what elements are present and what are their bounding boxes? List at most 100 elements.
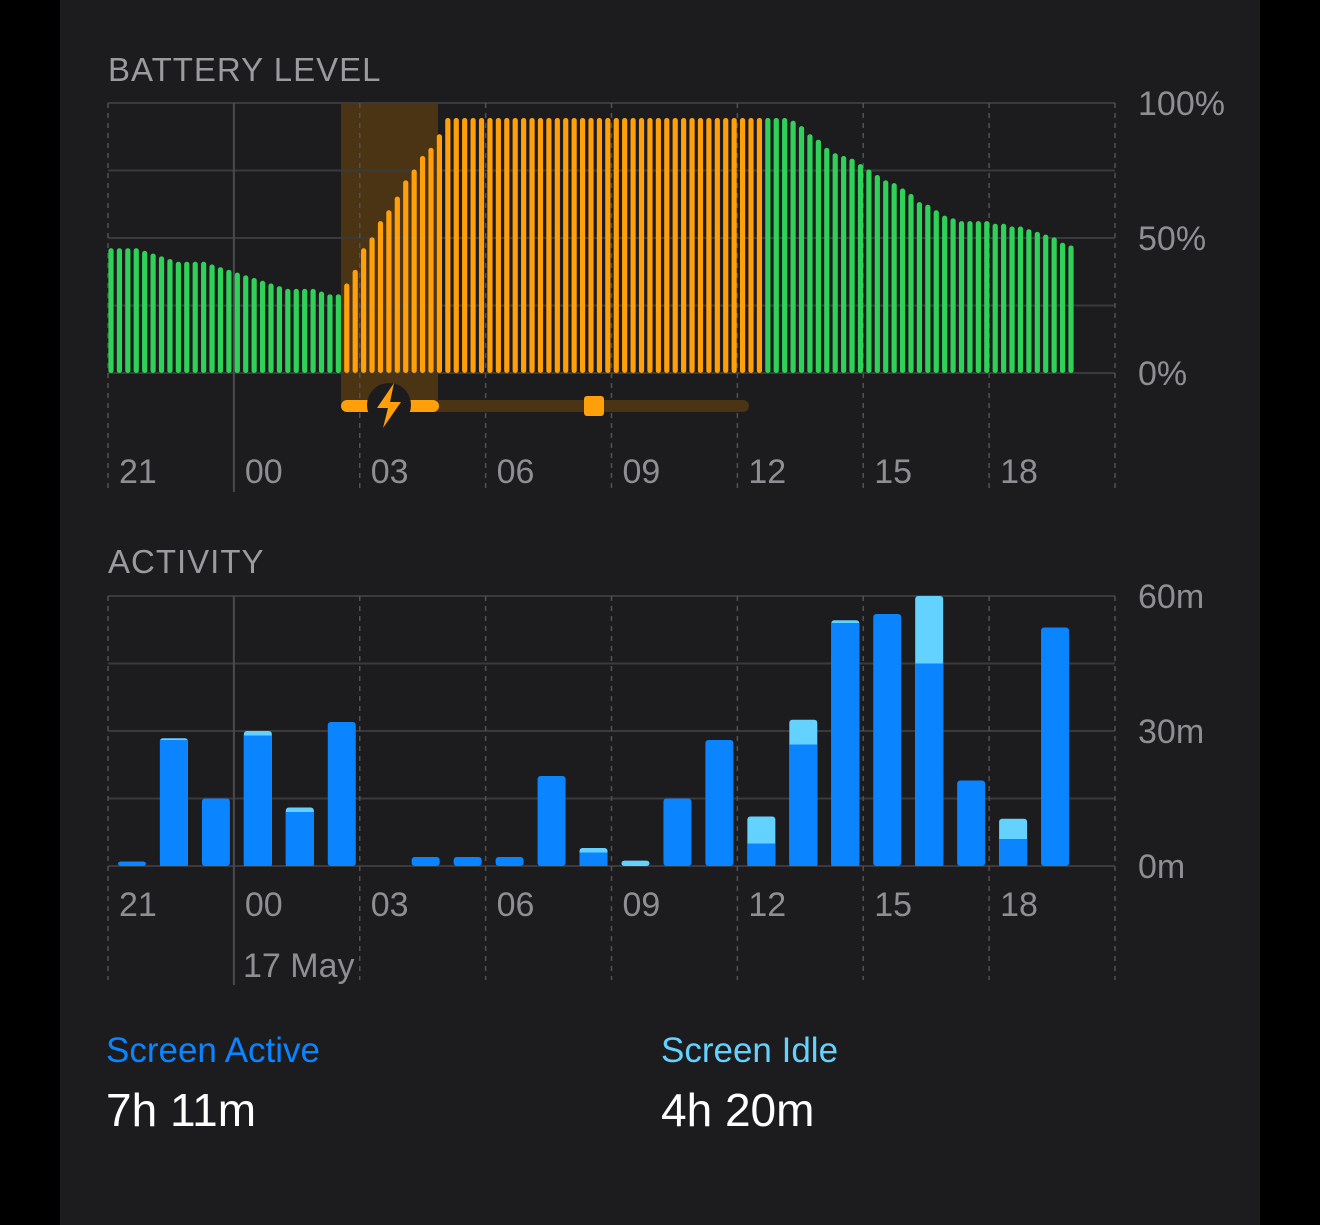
activity-bar xyxy=(411,857,440,866)
battery-bar xyxy=(175,261,181,373)
battery-bar xyxy=(681,118,687,373)
battery-level-title: BATTERY LEVEL xyxy=(108,51,382,88)
battery-bar xyxy=(512,118,518,373)
activity-bar xyxy=(1041,627,1070,866)
battery-bar xyxy=(377,221,384,373)
battery-bar xyxy=(259,280,266,373)
battery-bar xyxy=(1017,226,1024,373)
date-label: 17 May xyxy=(243,947,355,985)
battery-bar xyxy=(268,283,274,373)
active-segment xyxy=(117,861,146,866)
battery-bar xyxy=(1001,223,1007,373)
battery-bar xyxy=(470,118,476,373)
battery-bar xyxy=(1068,245,1074,373)
battery-level-chart[interactable]: 100% 50% 0% 21 00 03 06 09 12 15 18 xyxy=(0,0,1320,500)
battery-bar xyxy=(133,248,139,373)
battery-bar xyxy=(243,275,249,373)
battery-bar xyxy=(546,118,552,373)
active-segment xyxy=(201,798,230,866)
battery-bar xyxy=(344,283,350,373)
active-segment xyxy=(915,663,944,866)
battery-bar xyxy=(352,269,358,373)
battery-bar xyxy=(1059,242,1066,373)
x-tick-label: 12 xyxy=(748,453,786,491)
battery-bar xyxy=(925,204,931,373)
activity-bar xyxy=(747,816,776,866)
y-tick-label: 0m xyxy=(1138,848,1185,886)
battery-bar xyxy=(478,118,485,373)
battery-bar xyxy=(857,164,864,373)
battery-bar xyxy=(630,118,636,373)
activity-bar xyxy=(117,861,146,866)
battery-bar xyxy=(226,269,232,373)
battery-bar xyxy=(537,118,544,373)
screen-idle-label: Screen Idle xyxy=(661,1031,839,1070)
battery-bar xyxy=(1034,231,1040,373)
active-segment xyxy=(999,839,1028,866)
battery-bar xyxy=(1043,234,1049,373)
activity-bar xyxy=(201,798,230,866)
charging-timeline-track xyxy=(341,400,749,412)
activity-bar xyxy=(831,620,860,866)
battery-bar xyxy=(874,174,880,373)
active-segment xyxy=(789,744,818,866)
battery-bar xyxy=(310,288,316,373)
activity-title: ACTIVITY xyxy=(108,543,265,580)
battery-bar xyxy=(209,264,215,373)
battery-bar xyxy=(150,253,156,373)
active-segment xyxy=(957,780,986,866)
battery-bar xyxy=(1026,229,1032,373)
battery-bar xyxy=(453,118,459,373)
battery-bar xyxy=(1009,226,1015,373)
battery-bar xyxy=(605,118,611,373)
battery-bar xyxy=(487,118,493,373)
battery-bar xyxy=(462,118,468,373)
battery-bar xyxy=(807,134,813,373)
battery-bar xyxy=(866,169,872,373)
x-tick-label: 21 xyxy=(119,453,157,491)
idle-segment xyxy=(621,860,650,866)
x-tick-label: 06 xyxy=(497,886,535,924)
activity-bar xyxy=(159,738,188,866)
screen-active-value: 7h 11m xyxy=(106,1084,257,1136)
battery-bar xyxy=(369,237,375,373)
battery-bar xyxy=(883,180,889,373)
battery-bar xyxy=(571,118,577,373)
battery-bar xyxy=(664,118,670,373)
x-tick-label: 09 xyxy=(623,453,661,491)
battery-bar xyxy=(529,118,535,373)
battery-bar xyxy=(394,196,400,373)
battery-bar xyxy=(1051,237,1057,373)
active-segment xyxy=(831,623,860,866)
y-tick-label: 100% xyxy=(1138,85,1225,123)
battery-bar xyxy=(504,118,510,373)
activity-bar xyxy=(873,614,902,866)
x-tick-label: 03 xyxy=(371,886,409,924)
battery-bar xyxy=(285,288,291,373)
battery-bar xyxy=(841,155,847,373)
battery-bar xyxy=(773,118,779,373)
active-segment xyxy=(579,852,608,866)
activity-bar xyxy=(327,722,356,866)
battery-bar xyxy=(958,221,965,373)
battery-bar xyxy=(108,248,114,373)
battery-bar xyxy=(798,126,805,373)
battery-bar xyxy=(992,223,998,373)
active-segment xyxy=(327,722,356,866)
active-segment xyxy=(453,857,482,866)
battery-bar xyxy=(723,118,729,373)
battery-bar xyxy=(655,118,661,373)
battery-bar xyxy=(184,261,190,373)
x-tick-label: 21 xyxy=(119,886,157,924)
battery-bar xyxy=(756,118,763,373)
y-tick-label: 60m xyxy=(1138,578,1204,616)
activity-bar xyxy=(495,857,524,866)
battery-bar xyxy=(891,183,897,373)
battery-bar xyxy=(563,118,569,373)
activity-chart[interactable]: 60m 30m 0m 21 00 03 06 09 12 15 18 17 May xyxy=(0,0,1320,1000)
active-segment xyxy=(873,614,902,866)
x-tick-label: 03 xyxy=(371,453,409,491)
battery-bar xyxy=(588,118,594,373)
battery-bar xyxy=(731,118,737,373)
battery-bar xyxy=(790,120,796,373)
